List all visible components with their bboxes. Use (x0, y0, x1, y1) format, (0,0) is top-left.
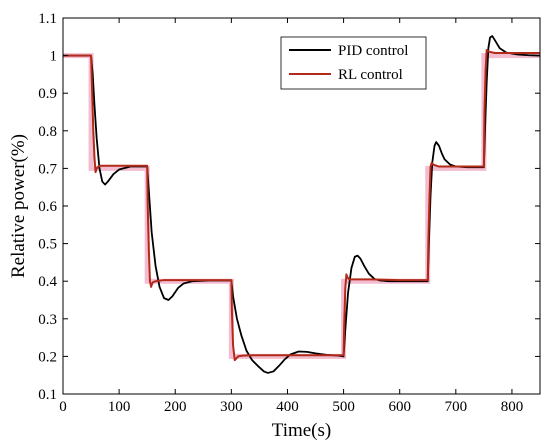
x-tick-label: 800 (501, 399, 524, 415)
x-tick-label: 600 (388, 399, 411, 415)
y-tick-label: 0.9 (38, 86, 57, 102)
x-axis-title: Time(s) (272, 420, 331, 441)
y-tick-label: 1.1 (38, 11, 57, 27)
axis-ticks: 0 100 200 300 400 500 600 700 800 0.1 0.2 0.3 0.4 0.5… (38, 11, 540, 415)
x-tick-label: 700 (445, 399, 468, 415)
y-tick-label: 0.5 (38, 237, 57, 253)
legend-box (280, 36, 427, 90)
y-axis-title: Relative power(%) (8, 134, 29, 278)
y-tick-label: 1 (50, 49, 58, 65)
y-tick-label: 0.6 (38, 199, 57, 215)
y-tick-label: 0.8 (38, 124, 57, 140)
x-tick-label: 400 (276, 399, 299, 415)
x-tick-label: 100 (108, 399, 131, 415)
x-tick-label: 300 (220, 399, 243, 415)
y-tick-label: 0.2 (38, 349, 57, 365)
y-tick-label: 0.3 (38, 312, 57, 328)
series-line-rl-control (63, 48, 540, 362)
y-tick-label: 0.4 (38, 274, 57, 290)
plot-area (63, 35, 541, 374)
y-tick-label: 0.1 (38, 387, 57, 403)
legend: PID control RL control (280, 36, 427, 90)
x-tick-label: 200 (164, 399, 187, 415)
x-tick-label: 0 (59, 399, 67, 415)
legend-label-pid-control: PID control (338, 43, 408, 59)
y-tick-label: 0.7 (38, 161, 57, 177)
x-tick-label: 500 (332, 399, 355, 415)
legend-label-rl-control: RL control (338, 67, 403, 83)
